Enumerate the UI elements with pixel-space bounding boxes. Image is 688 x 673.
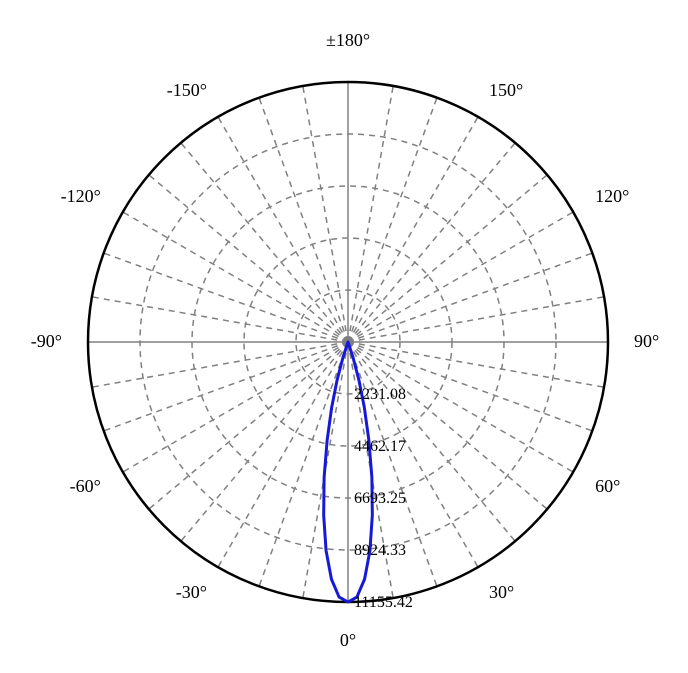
angle-label: ±180° [326,30,370,50]
angle-label: -90° [31,331,62,351]
angle-label: -60° [70,476,101,496]
angle-label: 150° [489,80,523,100]
polar-chart: 2231.08 4462.17 6693.25 8924.33 11155.42 ±180… [0,0,688,673]
polar-chart-svg: 2231.08 4462.17 6693.25 8924.33 11155.42 ±180… [0,0,688,673]
angle-label: 60° [595,476,620,496]
radial-tick-label: 8924.33 [354,542,406,559]
angle-label: 30° [489,582,514,602]
angle-label: -120° [61,186,101,206]
radial-tick-label: 6693.25 [354,490,406,507]
radial-tick-label: 4462.17 [354,438,406,455]
angle-label: -150° [167,80,207,100]
radial-tick-label: 11155.42 [354,594,413,611]
radial-tick-label: 2231.08 [354,386,406,403]
angle-label: 90° [634,331,659,351]
angle-label: -30° [176,582,207,602]
angle-label: 0° [340,630,356,650]
angle-label: 120° [595,186,629,206]
